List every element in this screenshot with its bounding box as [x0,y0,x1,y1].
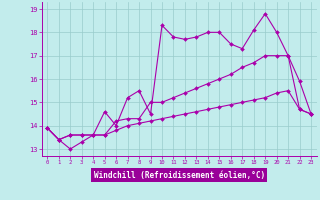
X-axis label: Windchill (Refroidissement éolien,°C): Windchill (Refroidissement éolien,°C) [94,171,265,180]
